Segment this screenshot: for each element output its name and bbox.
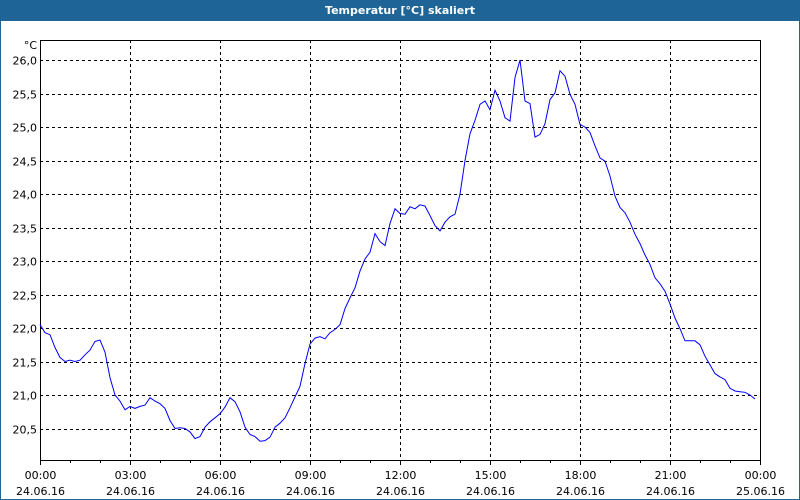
axes (40, 40, 761, 465)
series-line (39, 59, 756, 442)
x-tick-date: 24.06.16 (646, 485, 695, 498)
grid (40, 40, 760, 460)
x-tick-time: 06:00 (205, 469, 237, 482)
x-tick-time: 03:00 (115, 469, 147, 482)
window-title: Temperatur [°C] skaliert (1, 1, 799, 21)
y-tick-label: 21,0 (13, 390, 38, 403)
plot-frame (40, 40, 761, 461)
x-tick-time: 21:00 (655, 469, 687, 482)
x-tick-date: 24.06.16 (196, 485, 245, 498)
x-tick-time: 00:00 (25, 469, 57, 482)
x-tick-date: 24.06.16 (556, 485, 605, 498)
x-tick-date: 24.06.16 (286, 485, 335, 498)
x-tick-time: 18:00 (565, 469, 597, 482)
x-tick-time: 12:00 (385, 469, 417, 482)
y-tick-label: 22,0 (13, 323, 38, 336)
y-tick-label: 23,5 (13, 223, 38, 236)
x-tick-time: 09:00 (295, 469, 327, 482)
y-axis-unit-label: °C (24, 39, 38, 52)
x-tick-date: 24.06.16 (466, 485, 515, 498)
y-tick-label: 23,0 (13, 256, 38, 269)
y-tick-label: 24,0 (13, 189, 38, 202)
y-tick-label: 24,5 (13, 156, 38, 169)
x-tick-date: 25.06.16 (736, 485, 785, 498)
x-tick-time: 15:00 (475, 469, 507, 482)
x-tick-date: 24.06.16 (106, 485, 155, 498)
y-tick-label: 20,5 (13, 424, 38, 437)
y-tick-label: 22,5 (13, 290, 38, 303)
x-tick-date: 24.06.16 (376, 485, 425, 498)
y-tick-label: 26,0 (13, 55, 38, 68)
y-tick-label: 25,0 (13, 122, 38, 135)
tick-labels: 20,5 21,0 21,5 22,0 22,5 23,0 23,5 24,0 24,5 25,0… (13, 55, 785, 499)
y-tick-label: 21,5 (13, 357, 38, 370)
x-tick-date: 24.06.16 (16, 485, 65, 498)
x-tick-time: 00:00 (745, 469, 777, 482)
y-tick-label: 25,5 (13, 89, 38, 102)
